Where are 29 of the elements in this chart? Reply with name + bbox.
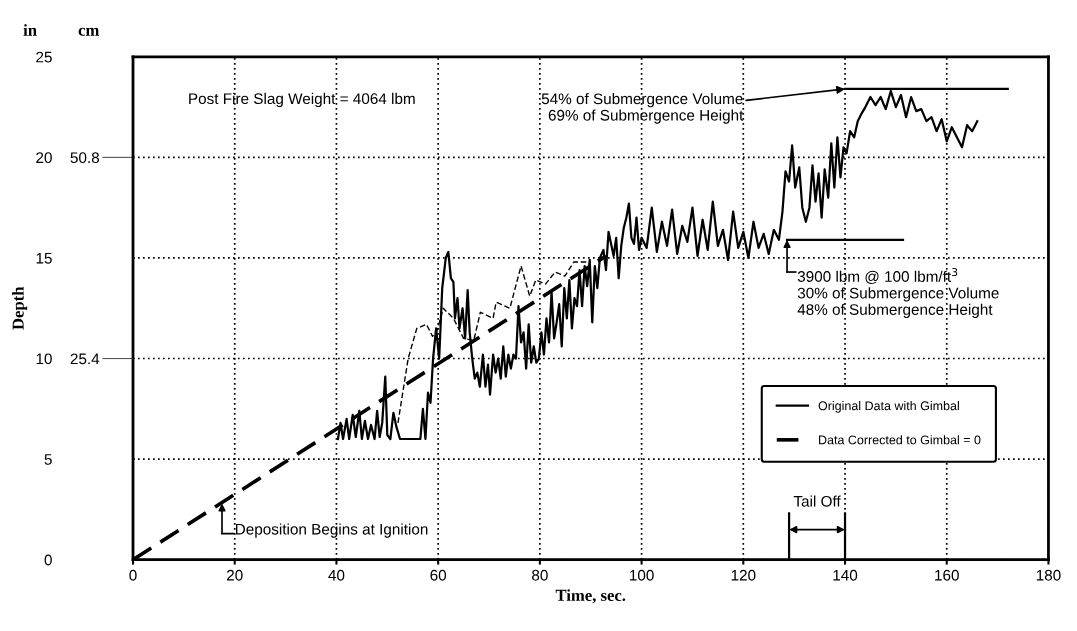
text: cm: [78, 27, 100, 36]
x-tick-label: 180: [1036, 569, 1061, 581]
x-tick-label: 60: [430, 569, 447, 581]
x-tick-label: 0: [129, 569, 137, 581]
y2-tick-label: 50.8: [70, 152, 100, 164]
annotation: Post Fire Slag Weight = 4064 lbm: [189, 92, 415, 108]
y2-tick-label: 25.4: [70, 353, 100, 365]
legend-label: Original Data with Gimbal: [818, 401, 959, 413]
text: in: [23, 24, 37, 36]
x-axis-title: Time, sec.: [555, 589, 626, 604]
x-tick-label: 160: [935, 569, 959, 581]
annotation: 3900 lbm @ 100 lbm/ft$^{3}$ 30% of Submergence Volume 48% of Submergence Height: [797, 267, 999, 318]
y-tick-label: 0: [44, 554, 52, 566]
annotation: 54% of Submergence Volume 69% of Submergence Height: [541, 93, 744, 124]
x-tick-label: 80: [532, 569, 548, 581]
x-tick-label: 40: [328, 569, 345, 581]
y-tick-label: 25: [36, 51, 52, 63]
legend-label: Data Corrected to Gimbal = 0: [819, 435, 981, 445]
x-tick-label: 140: [833, 569, 858, 581]
y-tick-label: 15: [36, 252, 52, 264]
y-tick-label: 20: [36, 152, 52, 164]
annotation: Tail Off: [793, 495, 841, 507]
annotation: Deposition Begins at Ignition: [235, 523, 428, 538]
y-tick-label: 5: [44, 454, 52, 465]
y-axis-title: Depth: [12, 286, 28, 330]
x-tick-label: 20: [227, 569, 243, 581]
x-tick-label: 120: [731, 569, 756, 581]
x-tick-label: 100: [630, 569, 654, 581]
y-tick-label: 10: [36, 353, 52, 365]
